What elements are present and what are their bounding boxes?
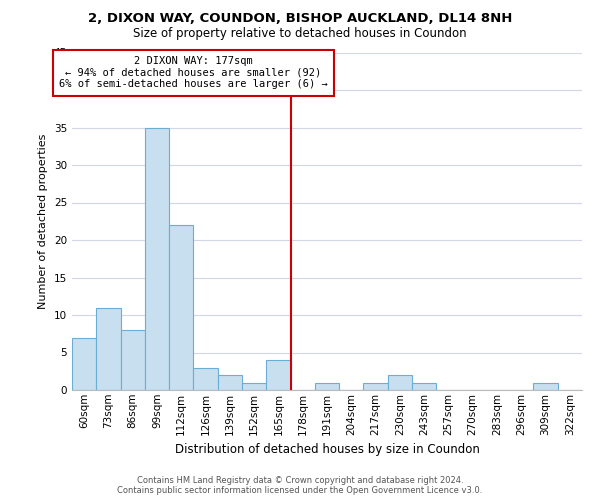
Text: Size of property relative to detached houses in Coundon: Size of property relative to detached ho…	[133, 28, 467, 40]
Bar	[121, 330, 145, 390]
Bar	[266, 360, 290, 390]
Y-axis label: Number of detached properties: Number of detached properties	[38, 134, 49, 309]
Text: 2, DIXON WAY, COUNDON, BISHOP AUCKLAND, DL14 8NH: 2, DIXON WAY, COUNDON, BISHOP AUCKLAND, …	[88, 12, 512, 26]
Bar	[96, 308, 121, 390]
Bar	[218, 375, 242, 390]
Bar	[315, 382, 339, 390]
Bar	[412, 382, 436, 390]
Text: Contains HM Land Registry data © Crown copyright and database right 2024.
Contai: Contains HM Land Registry data © Crown c…	[118, 476, 482, 495]
Bar	[72, 338, 96, 390]
Bar	[242, 382, 266, 390]
Bar	[193, 368, 218, 390]
Bar	[388, 375, 412, 390]
Bar	[533, 382, 558, 390]
Text: 2 DIXON WAY: 177sqm
← 94% of detached houses are smaller (92)
6% of semi-detache: 2 DIXON WAY: 177sqm ← 94% of detached ho…	[59, 56, 328, 90]
X-axis label: Distribution of detached houses by size in Coundon: Distribution of detached houses by size …	[175, 443, 479, 456]
Bar	[169, 225, 193, 390]
Bar	[145, 128, 169, 390]
Bar	[364, 382, 388, 390]
